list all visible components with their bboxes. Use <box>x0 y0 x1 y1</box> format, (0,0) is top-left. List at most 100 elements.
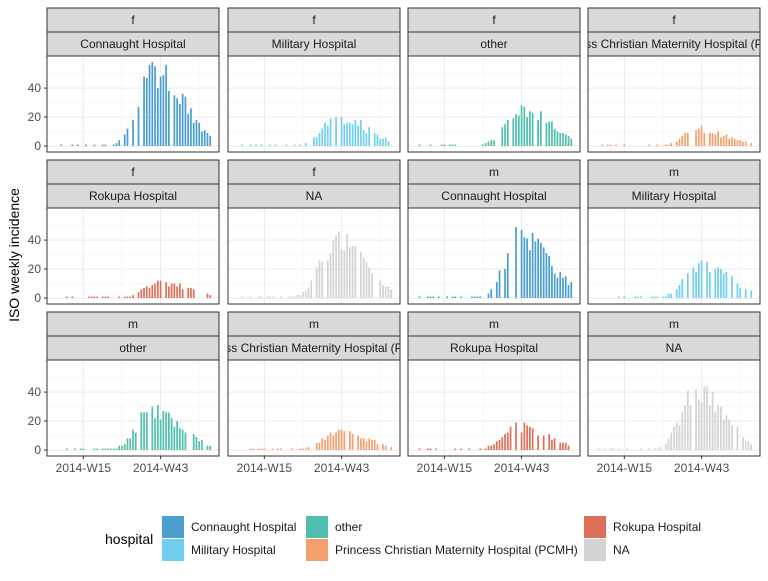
incidence-bar <box>154 283 156 298</box>
facet-panel: f other <box>405 7 581 153</box>
incidence-bar <box>656 144 659 146</box>
incidence-bar <box>362 438 365 450</box>
incidence-bar <box>137 292 140 298</box>
incidence-bar <box>241 144 244 146</box>
incidence-bar <box>371 439 373 450</box>
y-tick-label: 20 <box>28 110 42 124</box>
incidence-bar <box>531 428 534 450</box>
incidence-bar <box>384 445 387 450</box>
hospital-strip <box>587 183 761 209</box>
incidence-bar <box>315 137 318 146</box>
incidence-bar <box>271 448 274 450</box>
hospital-strip <box>46 31 220 57</box>
gender-strip-label: m <box>669 317 679 331</box>
incidence-bar <box>137 106 140 146</box>
legend-item: other <box>306 516 362 538</box>
incidence-bar <box>179 428 181 450</box>
plot-background <box>588 56 760 152</box>
incidence-bar <box>640 448 642 450</box>
incidence-bar <box>731 276 733 298</box>
incidence-bar <box>110 448 112 450</box>
incidence-bar <box>722 273 725 298</box>
incidence-bar <box>648 448 651 450</box>
incidence-bar <box>722 135 725 146</box>
incidence-bar <box>559 442 562 450</box>
incidence-bar <box>504 434 506 450</box>
gender-strip-label: m <box>309 317 319 331</box>
incidence-bar <box>515 227 517 298</box>
y-tick-label: 0 <box>34 443 41 457</box>
incidence-bar <box>357 125 359 146</box>
incidence-bar <box>201 131 203 146</box>
incidence-bar <box>606 144 609 146</box>
incidence-bar <box>617 448 620 450</box>
panel-border <box>46 359 220 457</box>
incidence-bar <box>697 128 700 146</box>
incidence-bar <box>154 66 156 146</box>
plot-background <box>228 208 400 304</box>
hospital-strip-label: Connaught Hospital <box>80 37 185 51</box>
incidence-bar <box>101 296 104 298</box>
incidence-bar <box>159 419 162 450</box>
incidence-bar <box>291 448 293 450</box>
panel-border <box>587 55 761 153</box>
incidence-bar <box>209 135 212 146</box>
x-axis-ticks: 2014-W15 2014-W43 2014-W15 2014-W43 2014-W15… <box>56 456 730 475</box>
x-tick-label: 2014-W43 <box>674 461 730 475</box>
incidence-bar <box>526 117 528 146</box>
incidence-bar <box>670 432 673 450</box>
incidence-bar <box>310 280 313 298</box>
incidence-bar <box>695 130 697 146</box>
incidence-bar <box>192 122 195 146</box>
incidence-bar <box>249 448 252 450</box>
incidence-bar <box>181 289 184 298</box>
incidence-bar <box>664 444 667 450</box>
incidence-bar <box>257 296 260 298</box>
gender-strip-label: f <box>312 165 316 179</box>
incidence-bar <box>717 131 719 146</box>
incidence-bar <box>326 260 329 298</box>
incidence-bar <box>476 296 479 298</box>
incidence-bar <box>506 432 509 450</box>
incidence-bar <box>88 296 90 298</box>
incidence-bar <box>648 144 651 146</box>
incidence-bar <box>357 435 359 450</box>
incidence-bar <box>736 426 739 450</box>
incidence-bar <box>744 141 747 146</box>
incidence-bar <box>667 438 670 450</box>
incidence-bar <box>326 435 329 450</box>
incidence-bar <box>537 435 539 450</box>
incidence-bar <box>143 76 145 146</box>
incidence-bar <box>134 432 137 450</box>
incidence-bar <box>725 271 728 298</box>
gender-strip-label: f <box>131 13 135 27</box>
incidence-bar <box>744 289 747 298</box>
incidence-bar <box>104 144 107 146</box>
incidence-bar <box>714 269 717 298</box>
incidence-bar <box>623 144 626 146</box>
incidence-bar <box>368 438 371 450</box>
incidence-bar <box>479 448 482 450</box>
incidence-bar <box>460 296 462 298</box>
incidence-bar <box>90 296 93 298</box>
incidence-bar <box>711 132 714 146</box>
incidence-bar <box>468 448 471 450</box>
facet-panel: m Rokupa Hospital <box>405 311 581 457</box>
incidence-bar <box>495 282 498 298</box>
x-tick-label: 2014-W43 <box>314 461 370 475</box>
incidence-bar <box>93 448 96 450</box>
incidence-bar <box>324 439 326 450</box>
incidence-bar <box>493 444 495 450</box>
incidence-bar <box>151 284 154 298</box>
incidence-bar <box>159 280 162 298</box>
incidence-bar <box>553 128 556 146</box>
incidence-bar <box>241 296 244 298</box>
incidence-bar <box>471 296 473 298</box>
incidence-bar <box>123 296 126 298</box>
incidence-bar <box>280 448 282 450</box>
incidence-bar <box>260 144 263 146</box>
incidence-bar <box>506 253 509 298</box>
hospital-strip-label: other <box>480 37 507 51</box>
incidence-bar <box>435 448 437 450</box>
incidence-bar <box>318 132 321 146</box>
